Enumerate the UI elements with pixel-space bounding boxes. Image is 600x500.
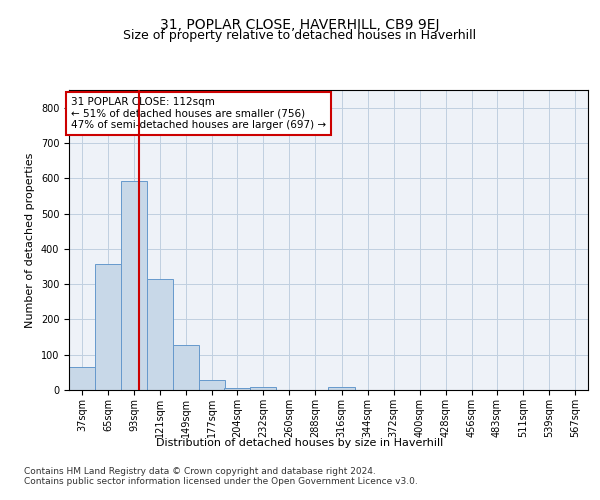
Text: Contains HM Land Registry data © Crown copyright and database right 2024.: Contains HM Land Registry data © Crown c…	[24, 467, 376, 476]
Bar	[69, 367, 95, 390]
Y-axis label: Number of detached properties: Number of detached properties	[25, 152, 35, 328]
Bar	[95, 264, 121, 390]
Bar	[121, 180, 147, 390]
Text: 31 POPLAR CLOSE: 112sqm
← 51% of detached houses are smaller (756)
47% of semi-d: 31 POPLAR CLOSE: 112sqm ← 51% of detache…	[71, 97, 326, 130]
Text: Contains public sector information licensed under the Open Government Licence v3: Contains public sector information licen…	[24, 477, 418, 486]
Bar	[250, 387, 277, 390]
Bar	[173, 345, 199, 390]
Text: Distribution of detached houses by size in Haverhill: Distribution of detached houses by size …	[157, 438, 443, 448]
Bar	[199, 380, 225, 390]
Text: Size of property relative to detached houses in Haverhill: Size of property relative to detached ho…	[124, 29, 476, 42]
Text: 31, POPLAR CLOSE, HAVERHILL, CB9 9EJ: 31, POPLAR CLOSE, HAVERHILL, CB9 9EJ	[160, 18, 440, 32]
Bar	[147, 279, 173, 390]
Bar	[329, 387, 355, 390]
Bar	[224, 388, 250, 390]
